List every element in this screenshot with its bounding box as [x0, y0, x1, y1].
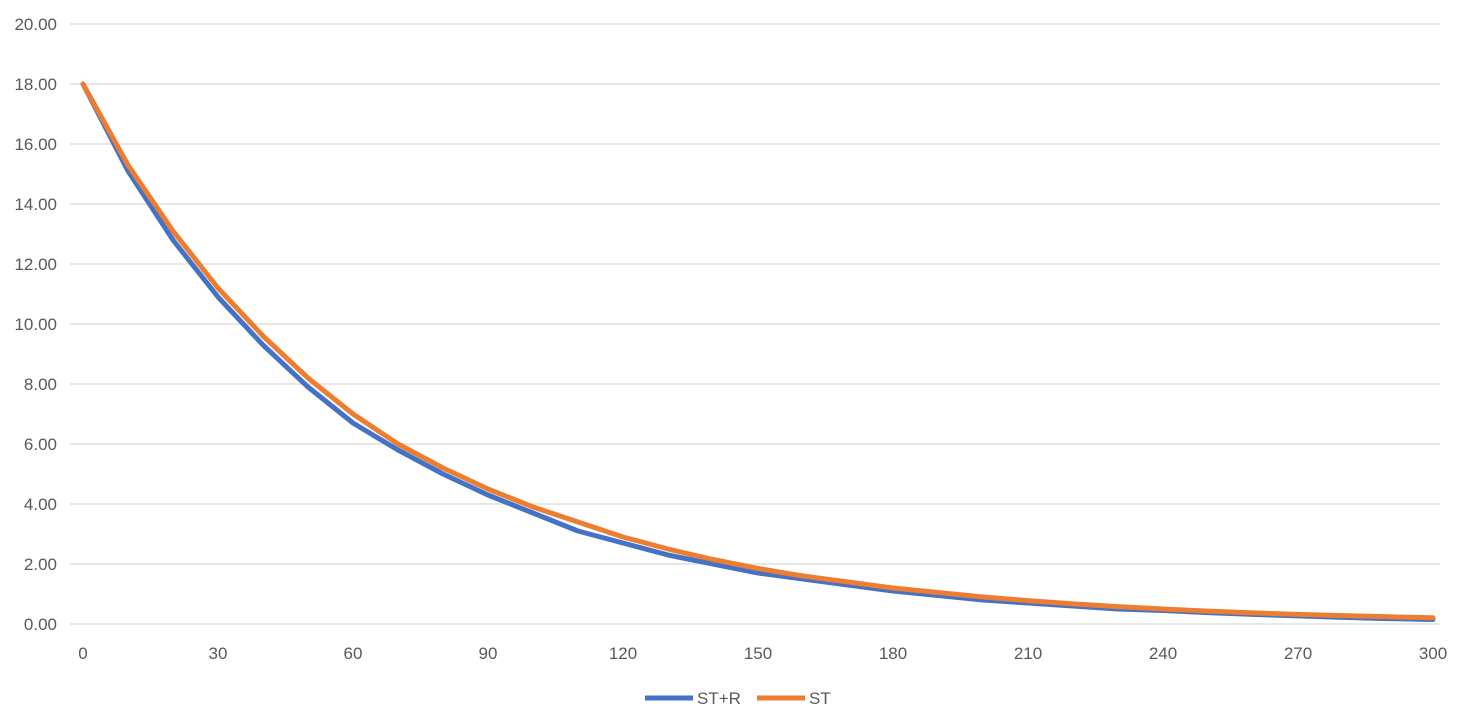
x-tick-label: 240	[1149, 644, 1177, 663]
legend: ST+R ST	[645, 689, 831, 708]
gridlines	[70, 23, 1440, 625]
x-tick-label: 270	[1284, 644, 1312, 663]
y-tick-label: 0.00	[24, 615, 57, 634]
x-tick-label: 120	[609, 644, 637, 663]
x-tick-label: 150	[744, 644, 772, 663]
x-tick-label: 180	[879, 644, 907, 663]
y-tick-label: 10.00	[14, 315, 57, 334]
legend-label: ST+R	[697, 689, 741, 708]
y-tick-label: 4.00	[24, 495, 57, 514]
y-axis-tick-labels: 0.00 2.00 4.00 6.00 8.00 10.00 12.00 14.00 16.00…	[14, 15, 57, 634]
y-tick-label: 16.00	[14, 135, 57, 154]
y-tick-label: 20.00	[14, 15, 57, 34]
y-tick-label: 18.00	[14, 75, 57, 94]
x-axis-tick-labels: 0 30 60 90 120 150 180 210 240 270 300	[78, 644, 1447, 663]
x-tick-label: 90	[479, 644, 498, 663]
x-tick-label: 30	[209, 644, 228, 663]
x-tick-label: 300	[1419, 644, 1447, 663]
series-line-st-r	[80, 81, 1436, 622]
y-tick-label: 8.00	[24, 375, 57, 394]
x-tick-label: 60	[344, 644, 363, 663]
series-line-st	[80, 81, 1436, 621]
x-tick-label: 210	[1014, 644, 1042, 663]
y-tick-label: 6.00	[24, 435, 57, 454]
y-tick-label: 14.00	[14, 195, 57, 214]
y-tick-label: 2.00	[24, 555, 57, 574]
plot-area-series	[80, 81, 1436, 622]
y-tick-label: 12.00	[14, 255, 57, 274]
x-tick-label: 0	[78, 644, 87, 663]
legend-label: ST	[809, 689, 831, 708]
